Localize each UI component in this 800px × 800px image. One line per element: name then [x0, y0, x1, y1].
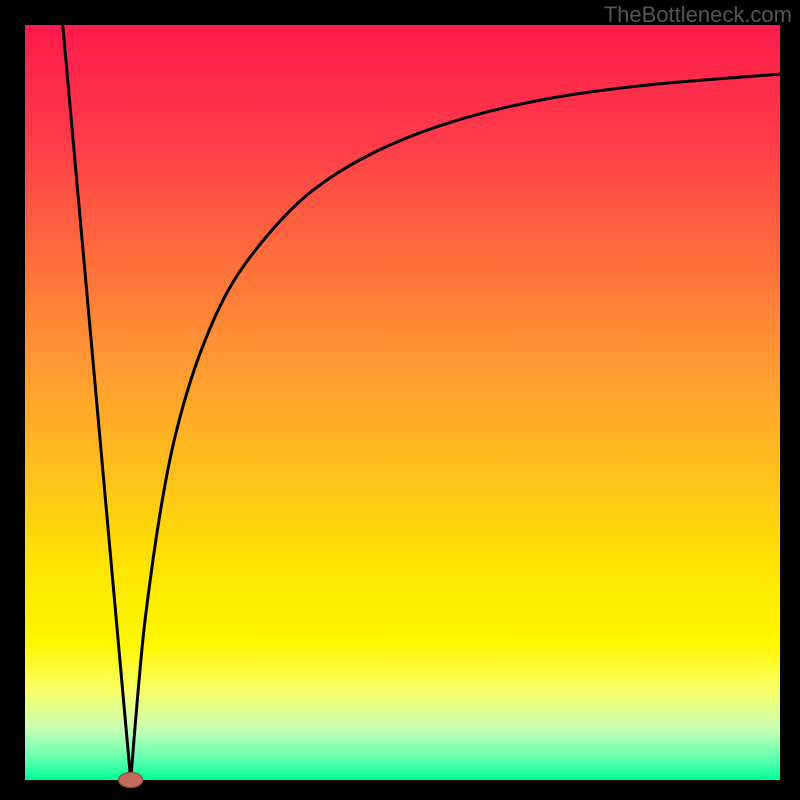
apex-marker — [119, 772, 143, 787]
bottleneck-chart — [0, 0, 800, 800]
chart-container: TheBottleneck.com — [0, 0, 800, 800]
attribution-text: TheBottleneck.com — [604, 2, 792, 28]
